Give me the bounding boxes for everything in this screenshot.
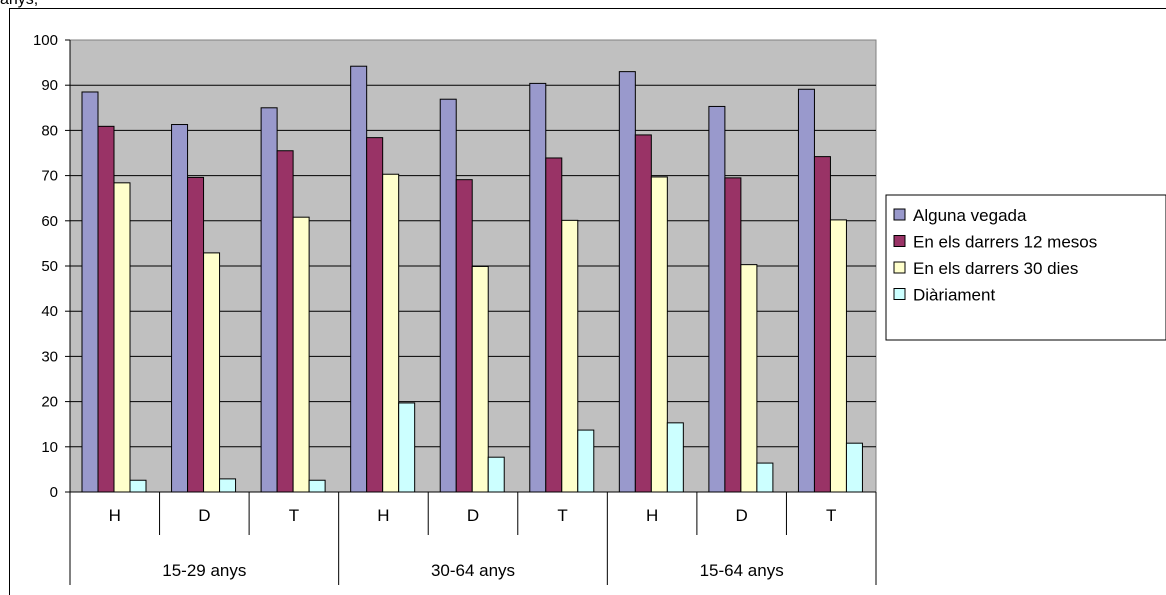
x-category-label: T [289, 506, 299, 525]
y-tick-label: 60 [41, 213, 58, 230]
bars [81, 65, 863, 493]
bar [650, 176, 668, 493]
legend-swatch [893, 235, 906, 247]
bar [708, 105, 726, 493]
y-tick-label: 0 [50, 484, 58, 501]
bar [756, 462, 774, 493]
y-tick-label: 10 [41, 439, 58, 456]
y-tick-label: 70 [41, 168, 58, 185]
x-category-label: D [736, 506, 748, 525]
legend-swatch [893, 288, 906, 300]
legend-swatch [893, 261, 906, 274]
bar [455, 179, 473, 493]
x-category-label: H [377, 506, 389, 525]
bar [797, 88, 815, 493]
bar [113, 182, 131, 493]
bar [203, 252, 221, 493]
legend-box [885, 194, 1166, 341]
bar [487, 456, 505, 493]
bar [740, 264, 758, 493]
x-category-label: T [557, 506, 567, 525]
bar [276, 150, 294, 493]
bar [366, 137, 384, 493]
bar [439, 98, 457, 493]
legend-label: Diàriament [913, 286, 995, 305]
x-category-label: H [109, 506, 121, 525]
bar [618, 71, 636, 493]
legend: Alguna vegada En els darrers 12 mesos En e… [885, 194, 1166, 341]
bar [529, 82, 547, 493]
bar [382, 173, 400, 493]
legend-label: En els darrers 30 dies [913, 259, 1078, 278]
bar [350, 65, 368, 493]
bar [97, 125, 115, 493]
bar [634, 134, 652, 493]
x-category-label: H [646, 506, 658, 525]
bar [308, 479, 326, 493]
y-tick-label: 30 [41, 348, 58, 365]
x-axis: H D T H D T H D T 15-29 anys 30-64 anys 15-64 anys [69, 491, 877, 585]
bar [398, 402, 416, 493]
bar [545, 157, 563, 493]
bar [724, 177, 742, 493]
legend-swatch [893, 208, 906, 221]
y-tick-label: 90 [41, 77, 58, 94]
y-tick-label: 40 [41, 303, 58, 320]
y-axis: 0 10 20 30 40 50 60 70 80 90 100 [33, 32, 71, 501]
bar [292, 216, 310, 493]
bar [171, 124, 189, 493]
y-tick-label: 100 [33, 32, 58, 49]
bar [829, 219, 847, 493]
bar [260, 107, 278, 493]
chart-frame [9, 8, 1166, 595]
bar [845, 442, 863, 493]
bar [471, 265, 489, 493]
legend-label: Alguna vegada [913, 206, 1027, 225]
x-category-label: D [467, 506, 479, 525]
bar [561, 219, 579, 493]
x-group-label: 15-64 anys [700, 561, 784, 580]
y-tick-label: 20 [41, 394, 58, 411]
x-category-label: T [826, 506, 836, 525]
y-tick-label: 50 [41, 258, 58, 275]
bar [813, 156, 831, 493]
bar [81, 91, 99, 493]
bar [129, 479, 147, 493]
x-group-label: 30-64 anys [431, 561, 515, 580]
bar [187, 176, 205, 493]
y-tick-label: 80 [41, 122, 58, 139]
bar [666, 422, 684, 493]
legend-label: En els darrers 12 mesos [913, 233, 1097, 252]
x-category-label: D [198, 506, 210, 525]
top-text-fragment: anys, [0, 0, 38, 9]
bar [577, 429, 595, 493]
bar [219, 478, 237, 493]
x-group-label: 15-29 anys [162, 561, 246, 580]
